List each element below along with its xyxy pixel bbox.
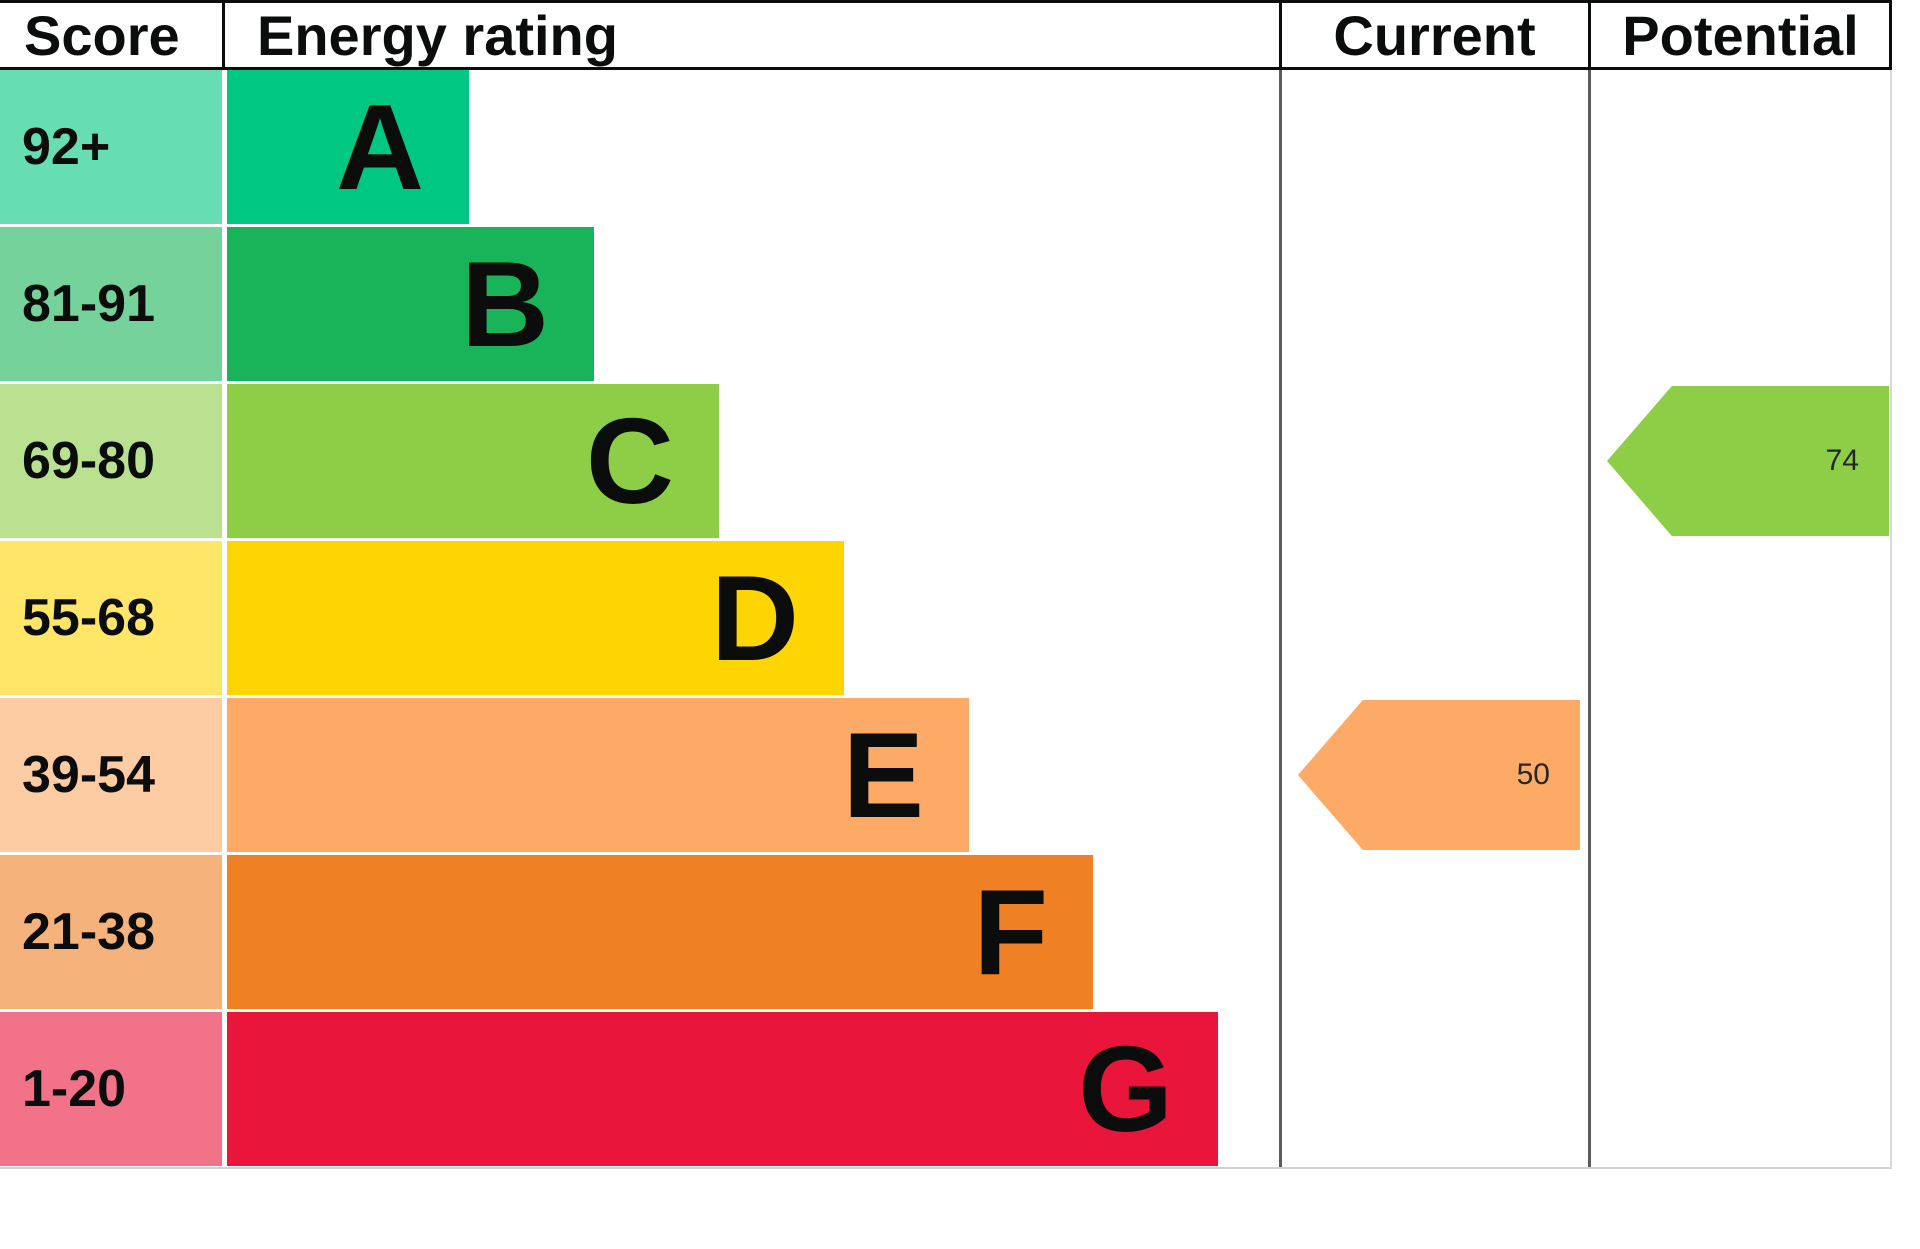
band-bar: A <box>227 70 469 224</box>
bar-gap <box>222 384 227 538</box>
band-letter: F <box>973 864 1048 1000</box>
band-bar: G <box>227 1012 1218 1166</box>
header-energy-rating: Energy rating <box>257 3 618 67</box>
band-bar: C <box>227 384 719 538</box>
potential-rating-value: 74 <box>1825 444 1859 477</box>
score-cell: 39-54 <box>0 698 222 852</box>
band-row: 92+ A <box>0 70 1218 227</box>
band-row: 39-54 E <box>0 698 1218 855</box>
header-top-border <box>0 0 1892 3</box>
bar-gap <box>222 1012 227 1166</box>
band-bar: D <box>227 541 844 695</box>
band-letter: G <box>1078 1021 1173 1157</box>
column-line-potential <box>1588 70 1591 1169</box>
header-score: Score <box>24 3 180 67</box>
score-cell: 69-80 <box>0 384 222 538</box>
header-current: Current <box>1333 3 1536 67</box>
band-row: 55-68 D <box>0 541 1218 698</box>
band-row: 81-91 B <box>0 227 1218 384</box>
score-cell: 81-91 <box>0 227 222 381</box>
band-bar: B <box>227 227 594 381</box>
header-potential: Potential <box>1622 3 1859 67</box>
band-row: 1-20 G <box>0 1012 1218 1169</box>
score-cell: 92+ <box>0 70 222 224</box>
header-separator-potential <box>1588 0 1591 70</box>
score-cell: 55-68 <box>0 541 222 695</box>
score-cell: 21-38 <box>0 855 222 1009</box>
bar-gap <box>222 541 227 695</box>
band-letter: A <box>335 79 424 215</box>
chart-bottom-border <box>0 1167 1892 1169</box>
bar-gap <box>222 855 227 1009</box>
bar-gap <box>222 70 227 224</box>
bar-gap <box>222 698 227 852</box>
bar-gap <box>222 227 227 381</box>
score-cell: 1-20 <box>0 1012 222 1166</box>
band-row: 21-38 F <box>0 855 1218 1012</box>
band-letter: B <box>460 236 549 372</box>
band-letter: E <box>842 707 924 843</box>
band-letter: C <box>585 393 674 529</box>
header-separator-score <box>222 0 225 70</box>
band-rows: 92+ A 81-91 B 69-80 C 55-68 D <box>0 70 1218 1169</box>
potential-rating-arrow: 74 <box>1607 386 1889 536</box>
chart-right-border <box>1890 70 1892 1169</box>
band-letter: D <box>710 550 799 686</box>
band-bar: E <box>227 698 969 852</box>
band-bar: F <box>227 855 1093 1009</box>
current-rating-arrow: 50 <box>1298 700 1580 850</box>
band-row: 69-80 C <box>0 384 1218 541</box>
current-rating-value: 50 <box>1516 758 1550 791</box>
header-separator-right <box>1889 0 1892 70</box>
column-line-current <box>1279 70 1282 1169</box>
header-separator-current <box>1279 0 1282 70</box>
header-bottom-border <box>0 67 1892 70</box>
